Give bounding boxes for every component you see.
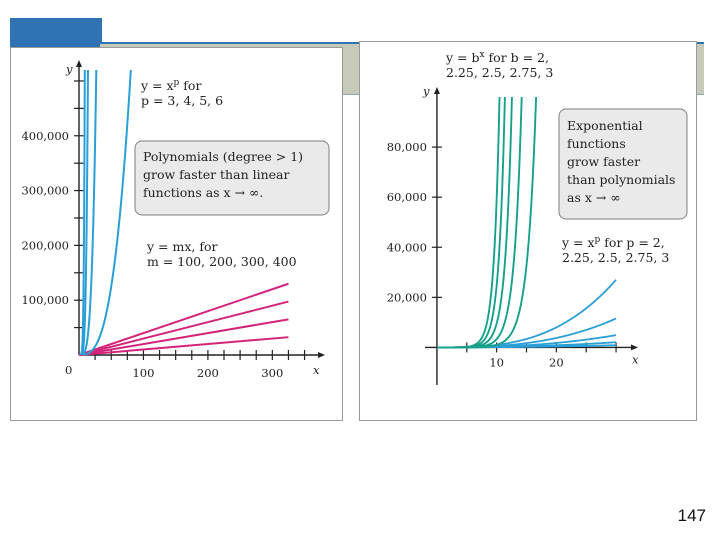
y-axis-label: y [65,62,73,76]
x-tick-label: 20 [549,355,564,369]
callout-box: Exponential functions grow faster than poly… [558,108,688,220]
page-number: 147 [677,506,706,525]
callout-line: than polynomials [567,172,675,187]
x-tick-label: 300 [261,366,283,380]
linear-lines-label-line2: m = 100, 200, 300, 400 [147,254,297,269]
y-tick-label: 400,000 [21,129,69,143]
y-axis-arrow [76,60,82,67]
callout-line: functions as x → ∞. [143,185,263,200]
y-tick-label: 100,000 [21,293,69,307]
y-tick-label: 20,000 [387,290,427,304]
callout-line: grow faster than linear [143,167,289,182]
y-axis-label: y [422,84,430,98]
x-axis-label: x [313,363,320,377]
exponential-curve-b3 [436,96,501,349]
polynomial-vs-linear-chart: y x 0 100,000 200,000 300,000 400,000 100 200 300… [21,60,330,380]
power-curves-label-line2: p = 3, 4, 5, 6 [141,93,223,108]
y-tick-label: 300,000 [21,184,69,198]
y-tick-label: 80,000 [387,140,427,154]
x-tick-label: 200 [197,366,219,380]
y-tick-label: 200,000 [21,238,69,252]
power-curves-label-line2: 2.25, 2.5, 2.75, 3 [562,250,669,265]
x-tick-label: 100 [132,366,154,380]
origin-label: 0 [65,363,72,377]
callout-box: Polynomials (degree > 1) grow faster than… [134,140,330,216]
exponential-curve-b2.75 [436,96,506,349]
callout-line: Polynomials (degree > 1) [143,149,303,164]
linear-line-m200 [78,318,289,356]
power-curves-label: y = xp for [140,78,201,93]
x-axis-arrow [318,352,325,358]
callout-line: functions [567,136,626,151]
callout-background [134,140,330,216]
power-curve-p6 [79,69,86,355]
y-axis-arrow [433,87,440,94]
x-tick-label: 10 [489,355,504,369]
exponential-curve-b2.25 [436,96,523,349]
linear-line-m300 [78,300,289,356]
x-axis-arrow [631,344,638,351]
left-chart-panel: y x 0 100,000 200,000 300,000 400,000 100 200 300… [10,47,343,421]
y-tick-label: 60,000 [387,190,427,204]
exponential-curves-label: y = bx for b = 2, [445,50,549,65]
callout-background [558,108,688,220]
exponential-curves-label-line2: 2.25, 2.5, 2.75, 3 [446,65,553,80]
power-curve-p3 [436,279,617,349]
linear-lines-label: y = mx, for [146,239,217,254]
exponential-vs-polynomial-chart: y x 20,000 40,000 60,000 80,000 10 20 y = bx for… [387,50,688,385]
power-curves-label: y = xp for p = 2, [561,235,665,250]
x-axis-label: x [632,352,639,366]
power-curve-p3 [79,69,132,355]
y-tick-label: 40,000 [387,240,427,254]
linear-line-m400 [78,282,289,356]
callout-line: as x → ∞ [567,190,621,205]
callout-line: grow faster [567,154,640,169]
callout-line: Exponential [567,118,643,133]
linear-line-m100 [78,336,289,356]
right-chart-panel: y x 20,000 40,000 60,000 80,000 10 20 y = bx for… [359,41,697,421]
